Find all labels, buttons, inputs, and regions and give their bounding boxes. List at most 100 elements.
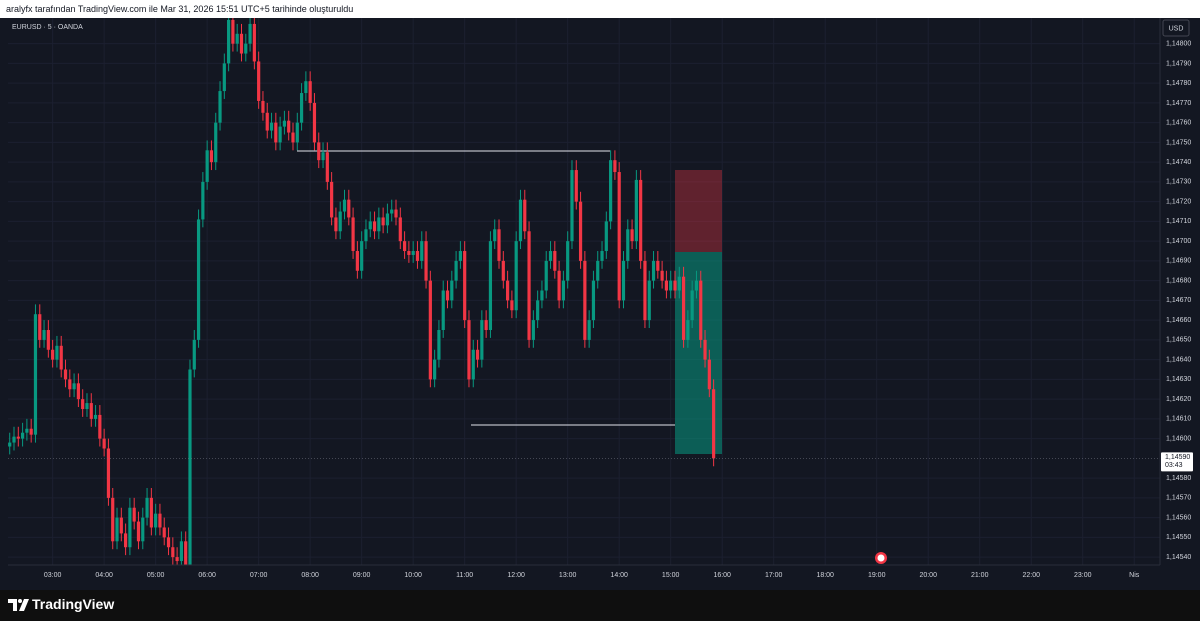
y-tick-label: 1,14630 — [1166, 376, 1191, 383]
y-tick-label: 1,14690 — [1166, 258, 1191, 265]
candle-body — [25, 428, 29, 433]
y-tick-label: 1,14790 — [1166, 60, 1191, 67]
candle-body — [278, 126, 282, 143]
symbol-title: EURUSD · 5 · OANDA — [12, 24, 83, 31]
candle-body — [617, 172, 621, 301]
candle-body — [51, 349, 55, 360]
candle-body — [664, 280, 669, 291]
candle-body — [544, 260, 548, 291]
candle-body — [609, 160, 613, 222]
candle-body — [248, 23, 252, 44]
candle-body — [334, 217, 338, 232]
candle-body — [295, 122, 299, 143]
candle-body — [158, 513, 162, 528]
candle-body — [566, 241, 570, 281]
candle-body — [660, 270, 664, 281]
candle-body — [360, 241, 364, 271]
candle-body — [407, 251, 411, 255]
candle-body — [591, 280, 596, 321]
brand: TradingView — [32, 596, 115, 612]
candle-body — [583, 260, 587, 340]
y-tick-label: 1,14540 — [1166, 554, 1191, 561]
candle-body — [257, 61, 261, 101]
candle-body — [38, 314, 42, 340]
candle-body — [128, 507, 132, 548]
candle-body — [222, 63, 226, 92]
candle-body — [136, 521, 141, 542]
x-tick-label: 17:00 — [765, 572, 783, 579]
candle-body — [643, 260, 647, 321]
candle-body — [510, 300, 514, 311]
candle-body — [132, 507, 136, 522]
candle-body — [81, 399, 85, 409]
candle-body — [570, 170, 574, 242]
y-tick-label: 1,14660 — [1166, 317, 1191, 324]
candle-body — [209, 150, 214, 163]
candle-body — [119, 517, 123, 534]
candle-body — [8, 442, 12, 447]
header: aralyfx tarafından TradingView.com ile M… — [0, 0, 1200, 18]
axes: 1,14540 1,14550 1,14560 1,14570 1,14580 1,146… — [8, 41, 1193, 579]
y-tick-label: 1,14640 — [1166, 356, 1191, 363]
candle-body — [162, 527, 166, 538]
candle-body — [214, 122, 218, 163]
x-tick-label: 09:00 — [353, 572, 371, 579]
candle-body — [308, 81, 312, 103]
candle-body — [321, 152, 325, 161]
y-tick-label: 1,14620 — [1166, 396, 1191, 403]
candle-body — [402, 241, 407, 252]
candle-body — [287, 120, 291, 133]
x-tick-label: 14:00 — [610, 572, 628, 579]
candle-body — [497, 229, 501, 261]
candle-body — [639, 179, 643, 261]
candle-body — [63, 369, 68, 380]
y-tick-label: 1,14600 — [1166, 435, 1191, 442]
candle-body — [394, 209, 398, 218]
y-tick-label: 1,14760 — [1166, 120, 1191, 127]
candle-body — [703, 339, 707, 360]
candle-body — [179, 541, 184, 562]
y-tick-label: 1,14670 — [1166, 297, 1191, 304]
candle-body — [493, 229, 497, 242]
last-price-box — [1161, 452, 1193, 472]
candle-body — [351, 217, 355, 252]
candle-body — [342, 199, 347, 212]
candle-body — [85, 403, 89, 409]
x-tick-label: 06:00 — [198, 572, 216, 579]
candle-body — [699, 280, 703, 340]
x-tick-label: 23:00 — [1074, 572, 1092, 579]
candle-body — [630, 229, 634, 242]
candle-body — [398, 217, 402, 242]
candle-body — [227, 19, 231, 64]
candle-body — [381, 217, 385, 226]
y-tick-label: 1,14720 — [1166, 198, 1191, 205]
candle-body — [488, 241, 493, 331]
candle-body — [613, 160, 617, 173]
candle-body — [59, 345, 63, 370]
candle-body — [523, 199, 527, 232]
x-tick-label: 11:00 — [456, 572, 473, 579]
x-tick-label: 03:00 — [44, 572, 62, 579]
candle-body — [707, 359, 711, 390]
candle-body — [604, 221, 608, 252]
candle-body — [390, 209, 394, 214]
candle-body — [201, 181, 205, 220]
candle-body — [587, 320, 591, 340]
candle-body — [312, 102, 317, 143]
y-tick-label: 1,14650 — [1166, 337, 1191, 344]
candle-body — [205, 150, 209, 182]
candle-body — [98, 414, 102, 439]
candle-body — [467, 320, 471, 380]
event-marker-inner — [877, 554, 885, 562]
candle-body — [480, 320, 484, 360]
x-tick-label: 20:00 — [919, 572, 937, 579]
candle-body — [557, 270, 561, 301]
candle-body — [355, 251, 359, 271]
candle-body — [364, 229, 368, 242]
x-tick-label: Nis — [1129, 572, 1140, 579]
candle-body — [29, 428, 33, 435]
candle-body — [42, 330, 46, 340]
candle-body — [673, 280, 677, 291]
candle-body — [115, 517, 119, 542]
